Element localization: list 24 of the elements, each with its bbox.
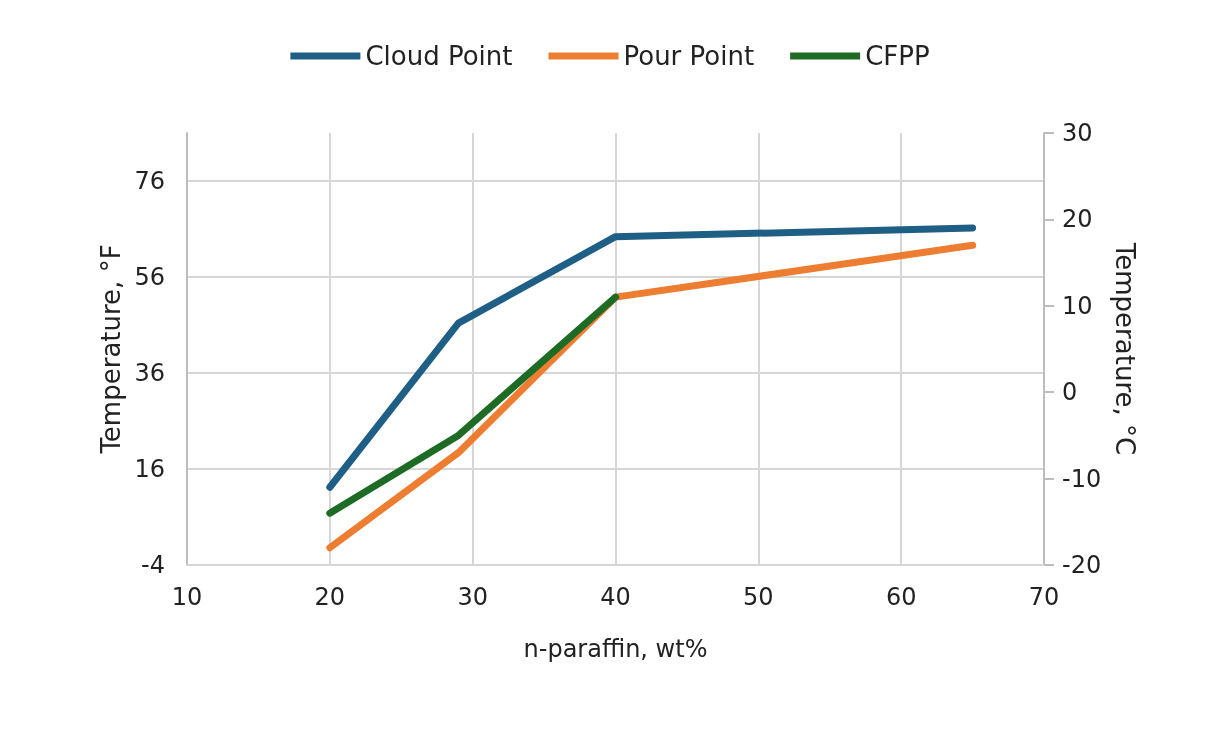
y2-tick-label: 30 bbox=[1062, 119, 1093, 147]
y2-tick-label: 0 bbox=[1062, 378, 1078, 407]
y2-tick-label: 10 bbox=[1062, 291, 1093, 320]
x-tick-label: 10 bbox=[171, 583, 203, 611]
y2-axis-title: Temperature, °C bbox=[1110, 241, 1141, 456]
y-tick-label: 36 bbox=[134, 359, 165, 387]
x-tick-label: 30 bbox=[457, 583, 488, 611]
y2-tick-label: -20 bbox=[1062, 551, 1102, 579]
x-tick-label: 70 bbox=[1028, 583, 1060, 611]
x-axis-title: n-paraffin, wt% bbox=[523, 635, 708, 663]
y-tick-label: 56 bbox=[134, 263, 165, 291]
legend-label: Cloud Point bbox=[365, 41, 513, 71]
y2-tick-label: 20 bbox=[1062, 205, 1093, 234]
x-tick-label: 60 bbox=[885, 583, 917, 611]
y-tick-label: -4 bbox=[141, 551, 165, 579]
y-tick-label: 16 bbox=[134, 455, 165, 483]
y2-tick-label: -10 bbox=[1062, 464, 1102, 493]
x-tick-label: 20 bbox=[314, 583, 346, 611]
x-tick-label: 50 bbox=[743, 583, 774, 611]
x-tick-label: 40 bbox=[600, 583, 631, 611]
y-tick-label: 76 bbox=[134, 167, 165, 195]
legend-label: CFPP bbox=[865, 41, 930, 71]
y-axis-title: Temperature, °F bbox=[95, 244, 126, 455]
legend-label: Pour Point bbox=[623, 41, 755, 71]
